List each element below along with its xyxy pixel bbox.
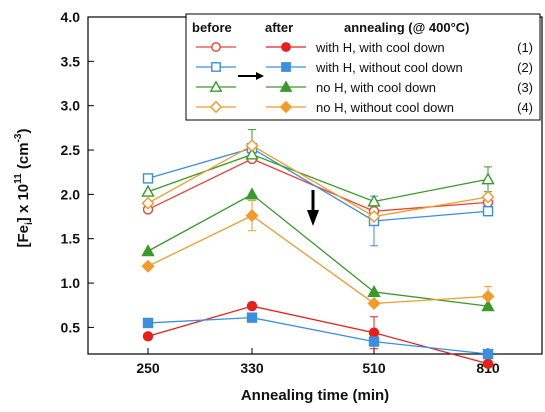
data-point [141, 259, 155, 273]
data-point [245, 147, 259, 160]
legend-box [185, 13, 541, 121]
data-point [482, 206, 494, 217]
data-point [245, 209, 259, 223]
data-point [209, 100, 223, 114]
down-arrow-icon [307, 190, 319, 226]
data-point [368, 327, 380, 338]
data-point [141, 244, 155, 257]
legend-entry: with H, without cool down (2) [196, 60, 533, 75]
data-point [211, 62, 221, 72]
legend-number: (2) [517, 60, 533, 75]
x-tick-label: 510 [362, 360, 386, 376]
y-tick-label: 0.5 [61, 319, 81, 335]
data-point [246, 300, 258, 312]
legend-header-after: after [265, 20, 293, 35]
data-point [209, 80, 223, 92]
y-tick-label: 3.5 [61, 53, 81, 69]
series-3-before [141, 147, 495, 207]
legend-label: no H, with cool down [316, 80, 436, 95]
x-axis-title: Annealing time (min) [241, 387, 389, 404]
legend-entry: no H, without cool down (4) [196, 100, 533, 115]
data-point [281, 42, 291, 52]
legend-label: with H, with cool down [315, 40, 445, 55]
legend-rows: with H, with cool down (1) with H, without… [196, 40, 533, 115]
series-4-after [141, 209, 495, 310]
series-2-after [142, 312, 494, 360]
x-tick-label: 250 [136, 360, 160, 376]
data-point [281, 62, 291, 72]
data-point [481, 190, 495, 204]
series-3-after [141, 187, 495, 312]
series-line [147, 214, 489, 305]
series-line [147, 193, 489, 307]
data-point [482, 358, 494, 369]
data-point [481, 289, 495, 303]
series-line [147, 144, 489, 218]
data-point [246, 312, 258, 323]
series-layer [141, 139, 495, 369]
data-point [142, 173, 154, 184]
legend-header-before: before [192, 20, 232, 35]
data-point [245, 139, 259, 153]
legend-number: (1) [517, 40, 533, 55]
data-point [141, 184, 155, 197]
series-line [147, 305, 489, 365]
data-point [481, 172, 495, 185]
data-point [367, 284, 381, 298]
data-point [367, 296, 381, 310]
axis-ticks: 0.51.01.52.02.53.03.54.0250330510810 [61, 9, 500, 376]
data-point [482, 348, 494, 360]
legend-entry: with H, with cool down (1) [196, 40, 533, 55]
legend-label: no H, without cool down [316, 100, 454, 115]
data-point [142, 317, 154, 329]
y-tick-label: 2.5 [61, 142, 81, 158]
right-arrow-icon [238, 72, 264, 80]
legend: before after annealing (@ 400°C) with H,… [185, 13, 541, 121]
series-line [147, 316, 489, 355]
series-line [147, 147, 489, 222]
data-point [367, 194, 381, 207]
y-axis-title: [Fei] x 1011 (cm-3) [13, 129, 35, 248]
series-line [147, 153, 489, 203]
series-4-before [141, 139, 495, 224]
y-tick-label: 1.0 [61, 275, 81, 291]
series-1-after [142, 300, 494, 369]
data-point [211, 42, 221, 52]
legend-number: (3) [517, 80, 533, 95]
data-point [245, 187, 259, 200]
y-tick-label: 3.0 [61, 98, 81, 114]
y-tick-label: 2.0 [61, 186, 81, 202]
data-point [279, 100, 293, 114]
y-tick-label: 4.0 [61, 9, 81, 25]
legend-number: (4) [517, 100, 533, 115]
data-point [481, 299, 495, 312]
legend-label: with H, without cool down [315, 60, 463, 75]
x-tick-label: 330 [240, 360, 264, 376]
series-1-before [142, 153, 494, 217]
legend-header-annealing: annealing (@ 400°C) [344, 20, 470, 35]
series-line [147, 158, 489, 212]
data-point [368, 336, 380, 347]
data-point [367, 210, 381, 224]
data-point [142, 331, 154, 342]
data-point [279, 80, 293, 92]
data-point [141, 196, 155, 210]
y-tick-label: 1.5 [61, 231, 81, 247]
legend-entry: no H, with cool down (3) [196, 80, 533, 95]
